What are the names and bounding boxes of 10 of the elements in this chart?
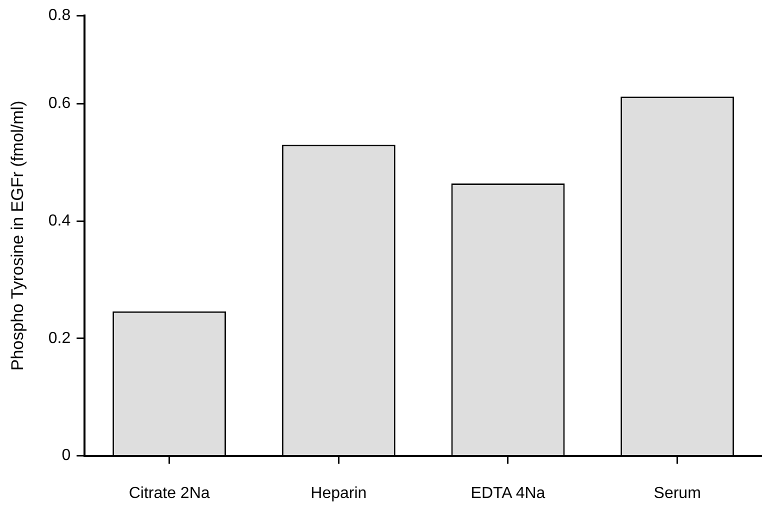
y-tick-label: 0.4: [48, 212, 71, 230]
x-tick-label: Citrate 2Na: [128, 484, 210, 502]
x-tick-label: Serum: [654, 484, 701, 502]
y-tick-label: 0.8: [48, 7, 71, 24]
x-tick-label: Heparin: [310, 484, 367, 502]
y-axis-title: Phospho Tyrosine in EGFr (fmol/ml): [8, 100, 27, 371]
y-tick-label: 0.6: [48, 95, 71, 112]
y-tick-label: 0.2: [48, 330, 71, 347]
y-tick-label: 0: [62, 447, 71, 464]
x-tick-label: EDTA 4Na: [470, 484, 546, 502]
